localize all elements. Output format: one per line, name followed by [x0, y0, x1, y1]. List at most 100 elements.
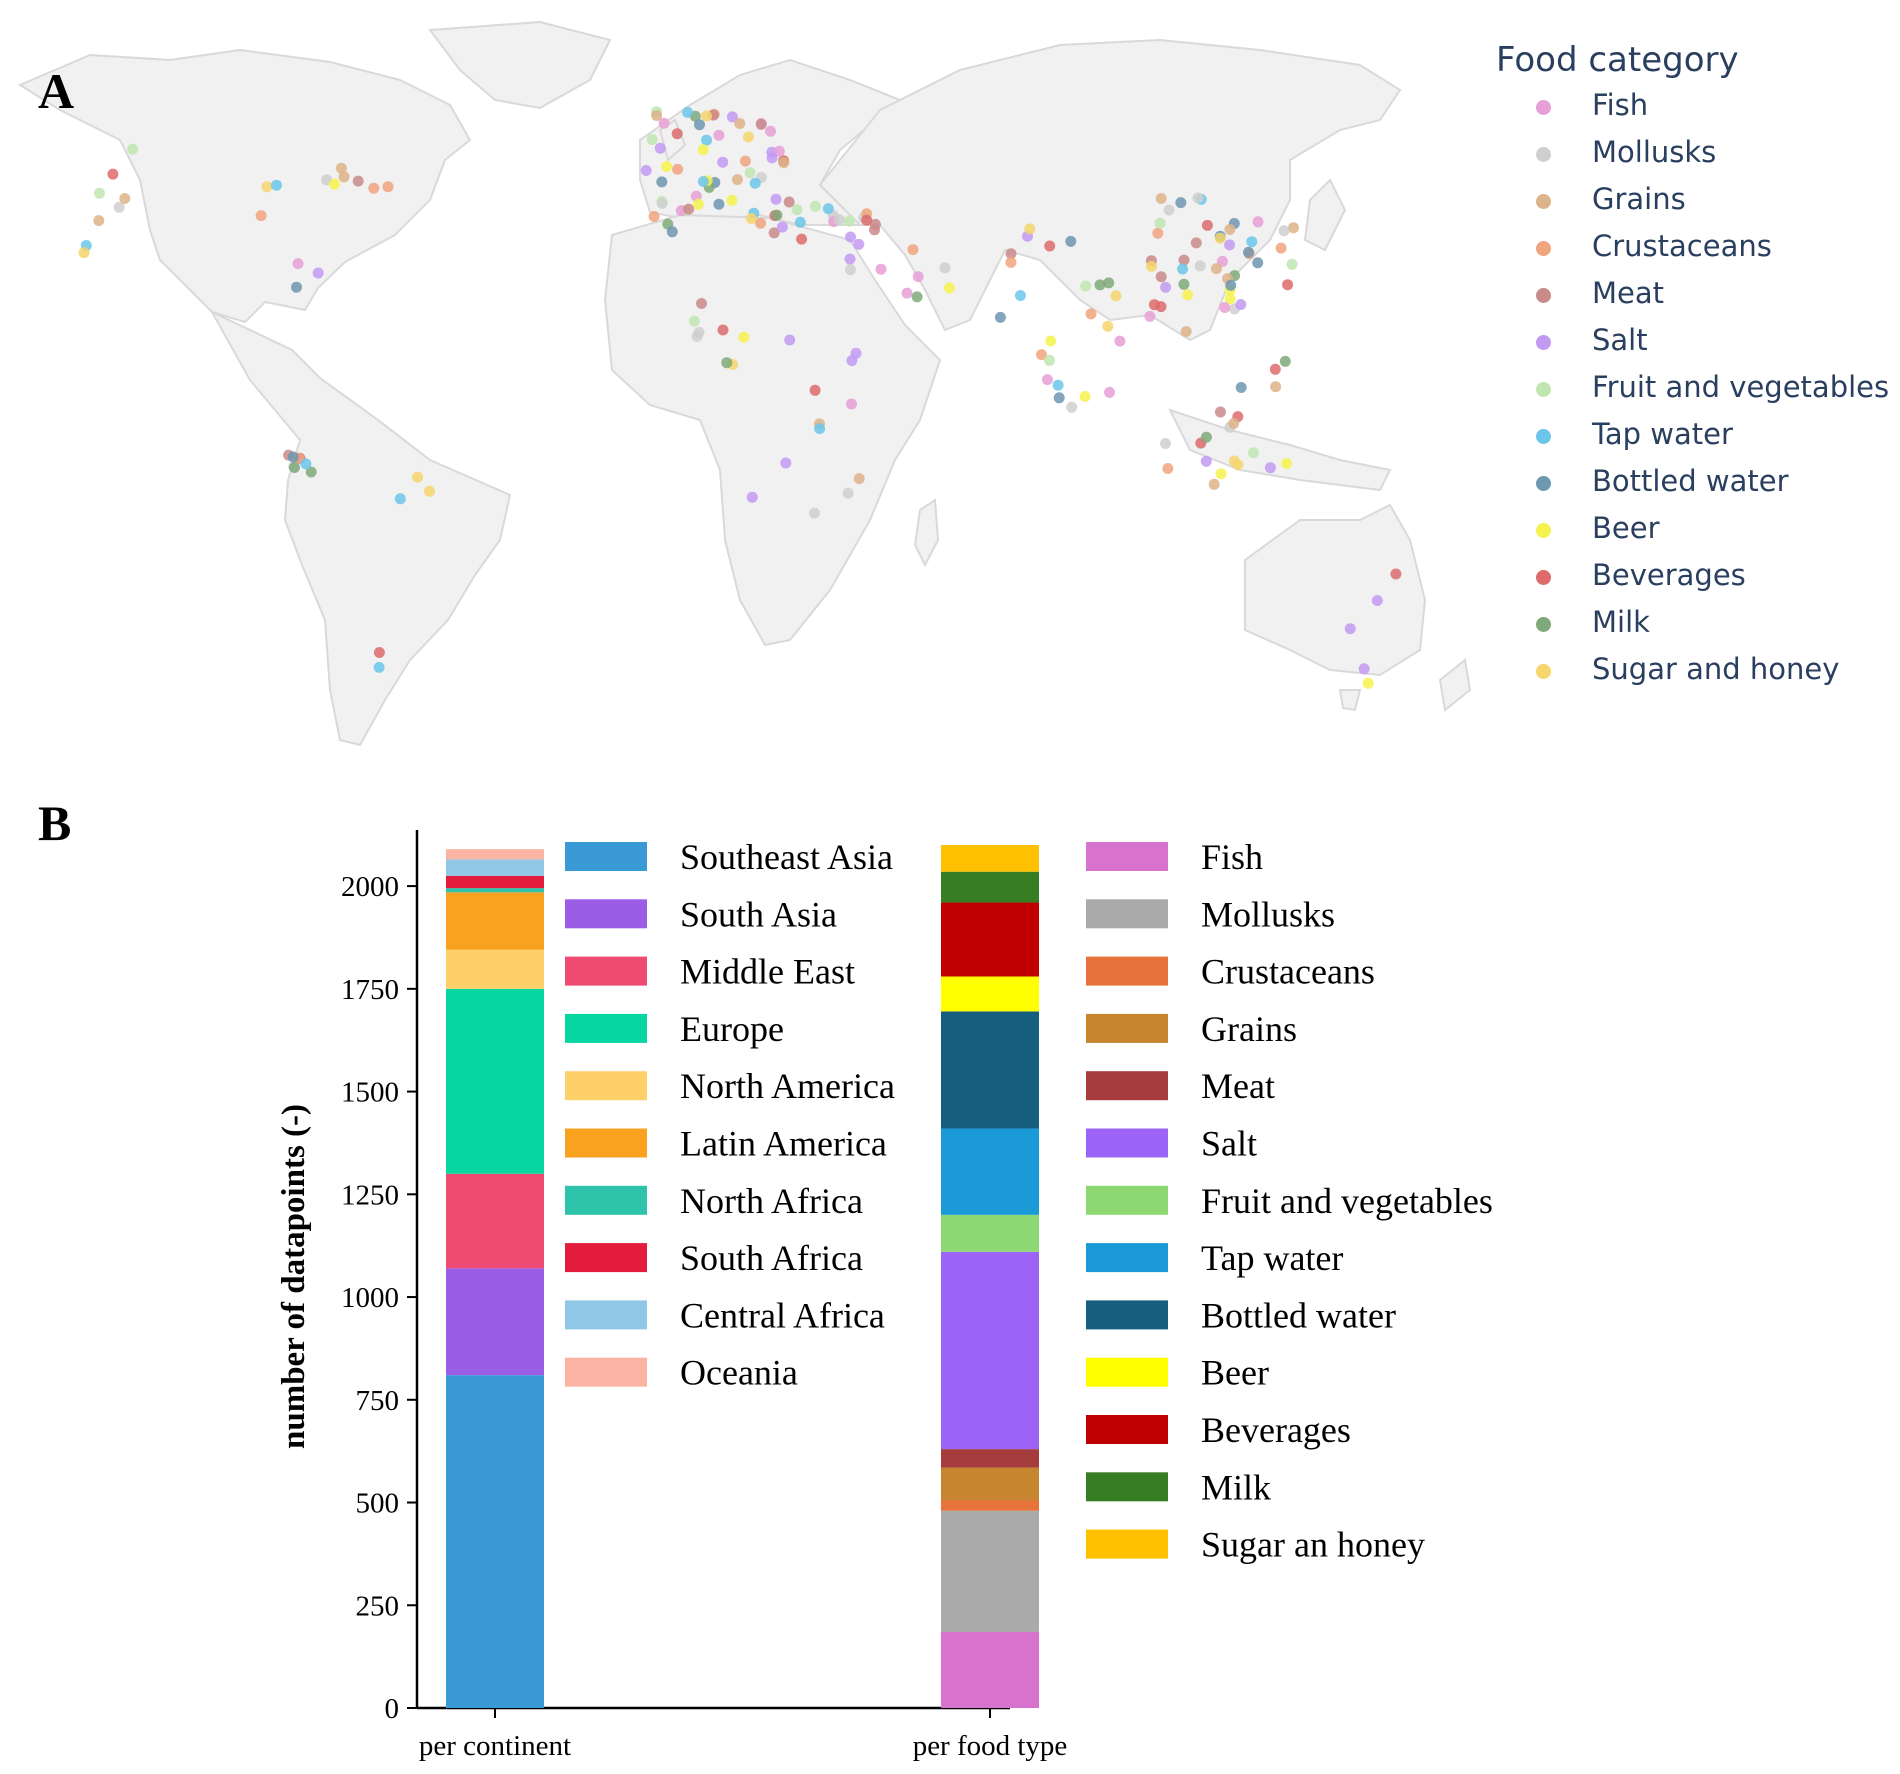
sample-point [1362, 677, 1374, 689]
sample-point [683, 203, 695, 215]
sample-point [1281, 458, 1293, 469]
legend-label: Crustaceans [1592, 229, 1772, 263]
legend-label-beer: Beer [1201, 1353, 1269, 1393]
sample-point [814, 423, 826, 435]
landmass-asia [818, 38, 1402, 342]
sample-point [305, 466, 317, 478]
sample-point [671, 128, 683, 140]
sample-point [734, 118, 746, 129]
legend-label-middle-east: Middle East [680, 952, 855, 992]
sample-point [1371, 595, 1383, 606]
sample-point [119, 193, 131, 204]
map-legend: Food category Fish Mollusks Grains Crustace… [1496, 40, 1896, 699]
legend-label-southeast-asia: Southeast Asia [680, 837, 893, 877]
legend-swatch-fish [1086, 842, 1168, 871]
sample-point [939, 262, 951, 274]
sample-point [773, 145, 785, 157]
bar-panel: B 0 250 500 750 1000 1250 1500 1750 2000 number o… [0, 760, 1900, 1774]
sample-point [1214, 406, 1226, 418]
legend-swatch-fruit-and-vegetables [1086, 1185, 1168, 1215]
legend-item-salt[interactable]: Salt [1496, 323, 1896, 370]
sample-point [1210, 263, 1222, 275]
legend-item-fish[interactable]: Fish [1496, 88, 1896, 135]
sample-point [822, 203, 834, 215]
landmass-africa [603, 213, 942, 647]
bar-segment-central-africa [446, 859, 544, 876]
sample-point [1065, 235, 1077, 247]
sample-point [1282, 279, 1294, 291]
legend-marker [1536, 664, 1551, 679]
panel-letter-b: B [38, 795, 72, 851]
sample-point [1041, 374, 1053, 386]
sample-point [696, 298, 707, 309]
legend-item-bottled-water[interactable]: Bottled water [1496, 464, 1896, 511]
sample-point [1243, 246, 1254, 258]
y-tick-label: 1250 [341, 1179, 399, 1211]
sample-point [784, 334, 796, 346]
legend-swatch-sugar-an-honey [1086, 1529, 1168, 1559]
legend-item-grains[interactable]: Grains [1496, 182, 1896, 229]
sample-point [869, 224, 880, 236]
y-tick-label: 1750 [341, 974, 399, 1006]
landmass-indonesia [1168, 408, 1392, 492]
legend-swatch-mollusks [1086, 899, 1168, 929]
sample-point [944, 282, 955, 294]
sample-point [783, 196, 795, 208]
sample-point [1036, 349, 1047, 361]
landmass-australia [1244, 503, 1427, 677]
legend-swatch-north-africa [565, 1185, 647, 1215]
sample-point [726, 194, 738, 206]
sample-point [713, 129, 725, 141]
legend-label-crustaceans: Crustaceans [1201, 952, 1375, 992]
bar-segment-fish [941, 1631, 1039, 1708]
legend-item-sugar-and-honey[interactable]: Sugar and honey [1496, 652, 1896, 699]
y-tick-label: 1500 [341, 1077, 399, 1109]
legend-item-tap-water[interactable]: Tap water [1496, 417, 1896, 464]
y-axis-label: number of datapoints (-) [276, 1104, 312, 1449]
sample-point [271, 179, 282, 191]
sample-point [261, 181, 273, 193]
sample-point [651, 110, 663, 121]
landmass-madagascar [913, 498, 940, 568]
legend-swatch-crustaceans [1086, 956, 1168, 986]
y-tick-label: 0 [385, 1693, 400, 1725]
legend-items: Fish Mollusks Grains Crustaceans Meat Salt Fru… [1496, 88, 1896, 699]
legend-item-beverages[interactable]: Beverages [1496, 558, 1896, 605]
sample-point [1219, 302, 1231, 313]
bar-segment-bottled-water [941, 1011, 1039, 1129]
sample-point [742, 131, 754, 143]
legend-label-north-africa: North Africa [680, 1181, 863, 1221]
sample-point [697, 176, 709, 187]
legend-item-crustaceans[interactable]: Crustaceans [1496, 229, 1896, 276]
bar-segment-south-asia [446, 1268, 544, 1376]
legend-item-fruit-and-vegetables[interactable]: Fruit and vegetables [1496, 370, 1896, 417]
sample-point [1286, 258, 1298, 270]
sample-point [755, 217, 767, 229]
sample-point [1275, 242, 1287, 254]
legend-swatch-salt [1086, 1128, 1168, 1158]
bar-per-continent [446, 849, 544, 1708]
legend-marker [1536, 382, 1551, 397]
legend-item-beer[interactable]: Beer [1496, 511, 1896, 558]
legend-marker [1536, 194, 1551, 209]
sample-point [1005, 248, 1017, 260]
sample-point [1252, 257, 1264, 269]
sample-point [745, 213, 757, 224]
legend-item-meat[interactable]: Meat [1496, 276, 1896, 323]
sample-point [697, 144, 709, 156]
sample-point [717, 324, 729, 336]
y-tick-label: 2000 [341, 871, 399, 903]
legend-label-tap-water: Tap water [1201, 1238, 1343, 1278]
y-tick-label: 500 [356, 1488, 400, 1520]
legend-swatch-beer [1086, 1357, 1168, 1387]
sample-point [844, 264, 856, 276]
sample-point [1235, 382, 1247, 393]
sample-point [107, 168, 119, 180]
sample-point [1224, 223, 1236, 235]
sample-point [1080, 280, 1092, 292]
sample-point [738, 331, 750, 343]
legend-item-milk[interactable]: Milk [1496, 605, 1896, 652]
sample-point [746, 491, 758, 503]
legend-item-mollusks[interactable]: Mollusks [1496, 135, 1896, 182]
legend-label-central-africa: Central Africa [680, 1295, 885, 1335]
